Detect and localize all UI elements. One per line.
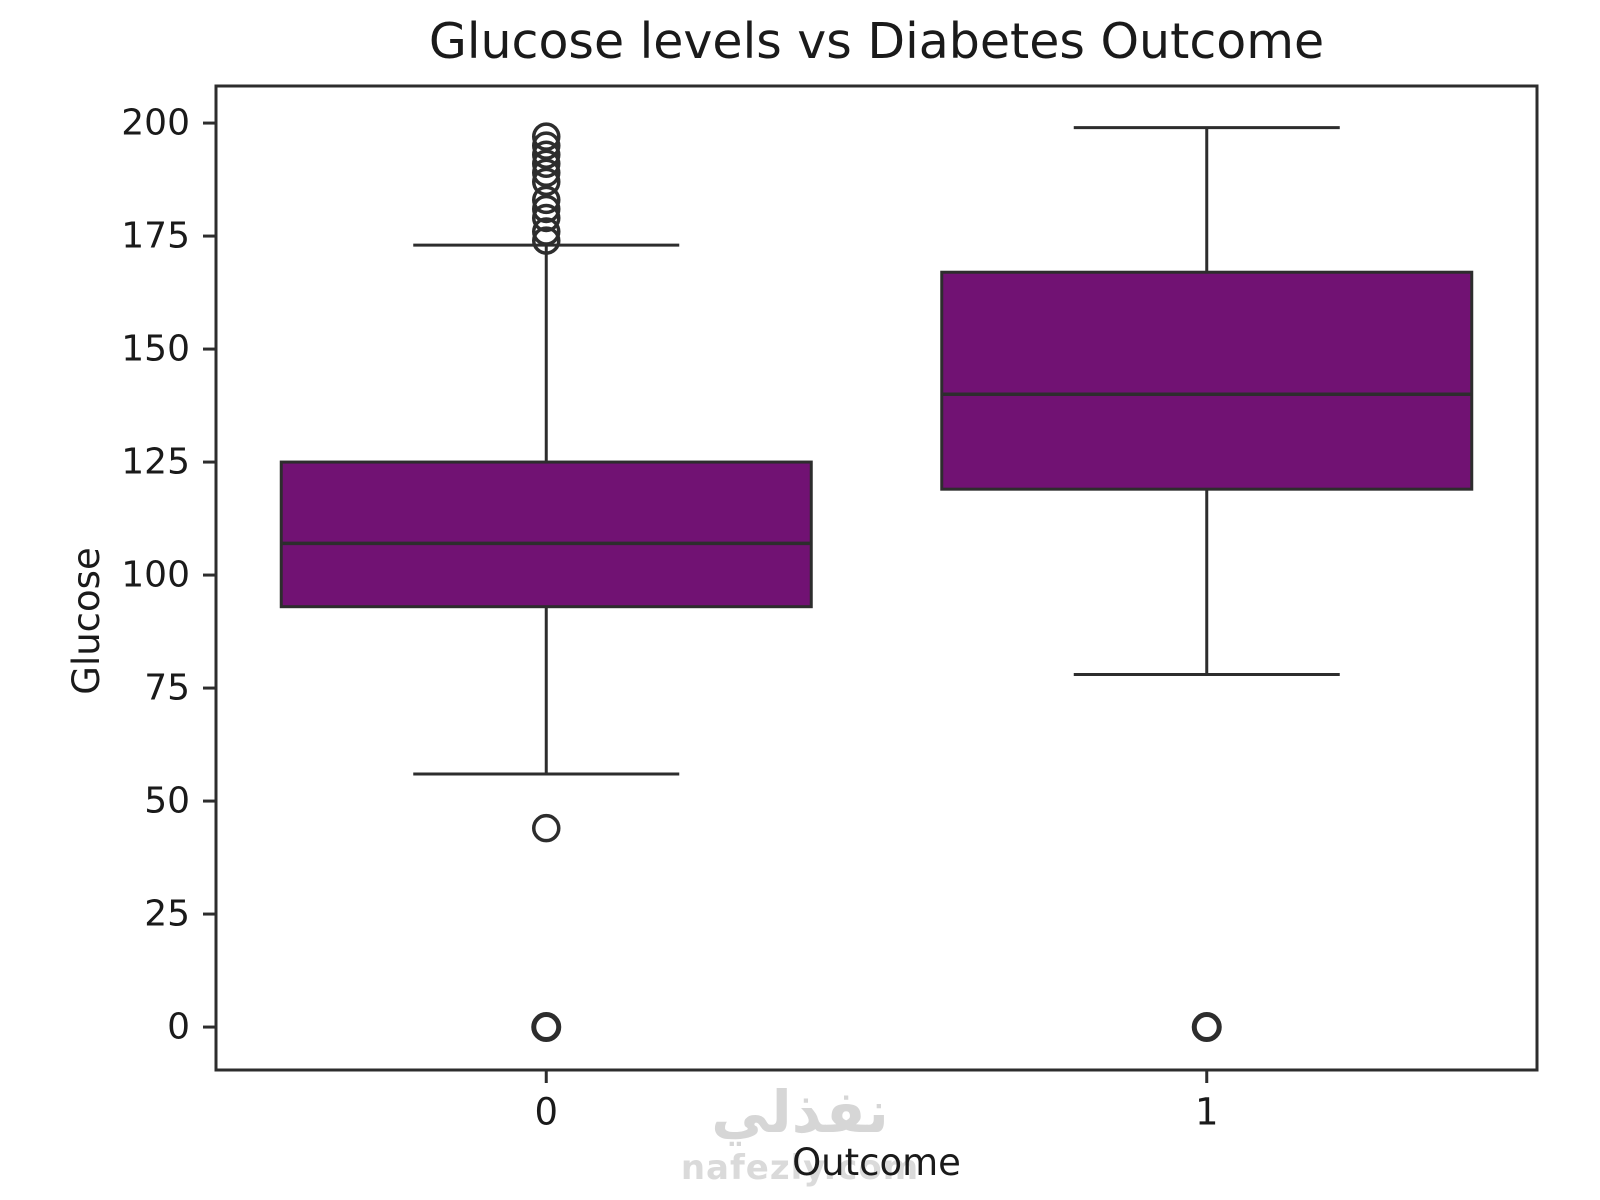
plot-border xyxy=(214,84,1539,1072)
outlier-point xyxy=(531,1012,562,1043)
y-tick-label: 100 xyxy=(121,555,190,596)
outlier-point xyxy=(532,167,561,197)
y-tick-label: 125 xyxy=(121,442,190,483)
outlier-point xyxy=(532,158,561,188)
outlier-point xyxy=(532,217,561,246)
y-tick-label: 75 xyxy=(144,668,190,709)
outlier-point xyxy=(532,185,561,215)
y-tick-label: 175 xyxy=(121,216,190,257)
outlier-point xyxy=(532,226,561,255)
outlier-point xyxy=(532,131,561,160)
y-tick-label: 50 xyxy=(144,781,190,822)
outlier-point xyxy=(532,203,561,233)
y-tick-label: 200 xyxy=(121,103,190,144)
outlier-point xyxy=(532,194,561,224)
y-tick-label: 25 xyxy=(144,894,190,935)
outlier-point xyxy=(532,149,561,178)
x-tick-label: 1 xyxy=(1195,1091,1219,1134)
outlier-point xyxy=(532,140,561,169)
box-body xyxy=(940,270,1474,491)
box-body xyxy=(279,460,813,609)
y-tick-label: 0 xyxy=(167,1007,190,1048)
y-axis-title: Glucose xyxy=(65,547,108,695)
x-axis-title: Outcome xyxy=(792,1141,961,1184)
x-tick-label: 0 xyxy=(534,1091,558,1134)
outlier-point xyxy=(532,813,561,843)
outlier-point xyxy=(1191,1012,1222,1043)
outlier-point xyxy=(532,122,561,151)
chart-title: Glucose levels vs Diabetes Outcome xyxy=(428,13,1325,70)
y-tick-label: 150 xyxy=(121,329,190,370)
